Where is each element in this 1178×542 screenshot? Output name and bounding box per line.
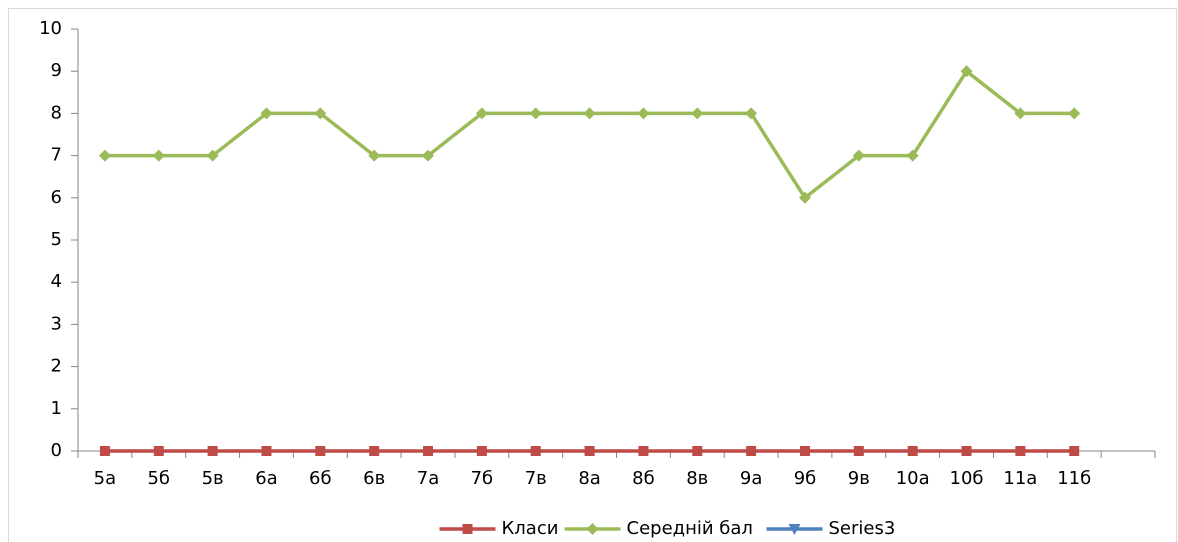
y-tick-label: 8 [51,102,62,123]
data-point [423,446,434,456]
x-tick-label: 6а [255,468,277,489]
y-tick-label: 2 [51,356,62,377]
data-point [853,446,864,456]
y-tick-label: 3 [51,313,62,334]
data-point [1014,107,1027,120]
data-point [746,446,757,456]
x-tick-label: 6б [309,468,332,489]
x-tick-label: 7а [417,468,439,489]
x-tick-label: 9в [848,468,870,489]
x-tick-label: 11а [1003,468,1037,489]
x-tick-label: 6в [363,468,385,489]
x-tick-label: 9б [794,468,817,489]
chart-border [8,8,1177,542]
data-point [691,107,704,120]
data-point [422,149,435,162]
data-point [1068,107,1081,120]
data-point [207,446,218,456]
x-tick-label: 11б [1057,468,1091,489]
data-point [153,446,164,456]
data-point [152,149,165,162]
data-point [315,446,326,456]
x-tick-label: 7в [525,468,547,489]
legend-marker [462,524,473,534]
data-point [745,107,758,120]
data-point [530,446,541,456]
data-point [476,446,487,456]
x-tick-label: 7б [471,468,494,489]
y-tick-label: 9 [51,60,62,81]
y-tick-label: 7 [51,145,62,166]
y-tick-label: 6 [51,187,62,208]
x-tick-label: 5в [202,468,224,489]
legend-marker [586,523,599,535]
x-tick-label: 5б [147,468,170,489]
data-point [852,149,865,162]
data-point [907,446,918,456]
data-point [1069,446,1080,456]
y-tick-label: 0 [51,440,62,461]
data-point [692,446,703,456]
data-point [638,446,649,456]
x-tick-label: 10а [896,468,930,489]
data-point [906,149,919,162]
data-point [799,446,810,456]
data-point [314,107,327,120]
data-point [475,107,488,120]
x-tick-label: 9а [740,468,762,489]
legend-label: Класи [502,518,559,539]
x-tick-label: 10б [950,468,984,489]
x-tick-label: 8б [632,468,655,489]
data-point [960,65,973,78]
y-tick-label: 1 [51,398,62,419]
data-point [369,446,380,456]
x-tick-label: 5а [94,468,116,489]
x-tick-label: 8в [686,468,708,489]
data-point [206,149,219,162]
data-point [637,107,650,120]
x-tick-label: 8а [578,468,600,489]
y-tick-label: 5 [51,229,62,250]
data-point [584,446,595,456]
data-point [98,149,111,162]
data-point [261,446,272,456]
y-tick-label: 10 [39,18,62,39]
data-point [260,107,273,120]
data-point [583,107,596,120]
data-point [961,446,972,456]
data-point [529,107,542,120]
data-point [798,191,811,204]
data-point [99,446,110,456]
legend-label: Series3 [829,518,896,539]
data-point [368,149,381,162]
y-tick-label: 4 [51,271,62,292]
legend-marker [788,524,801,535]
legend-label: Середній бал [627,518,753,539]
data-point [1015,446,1026,456]
